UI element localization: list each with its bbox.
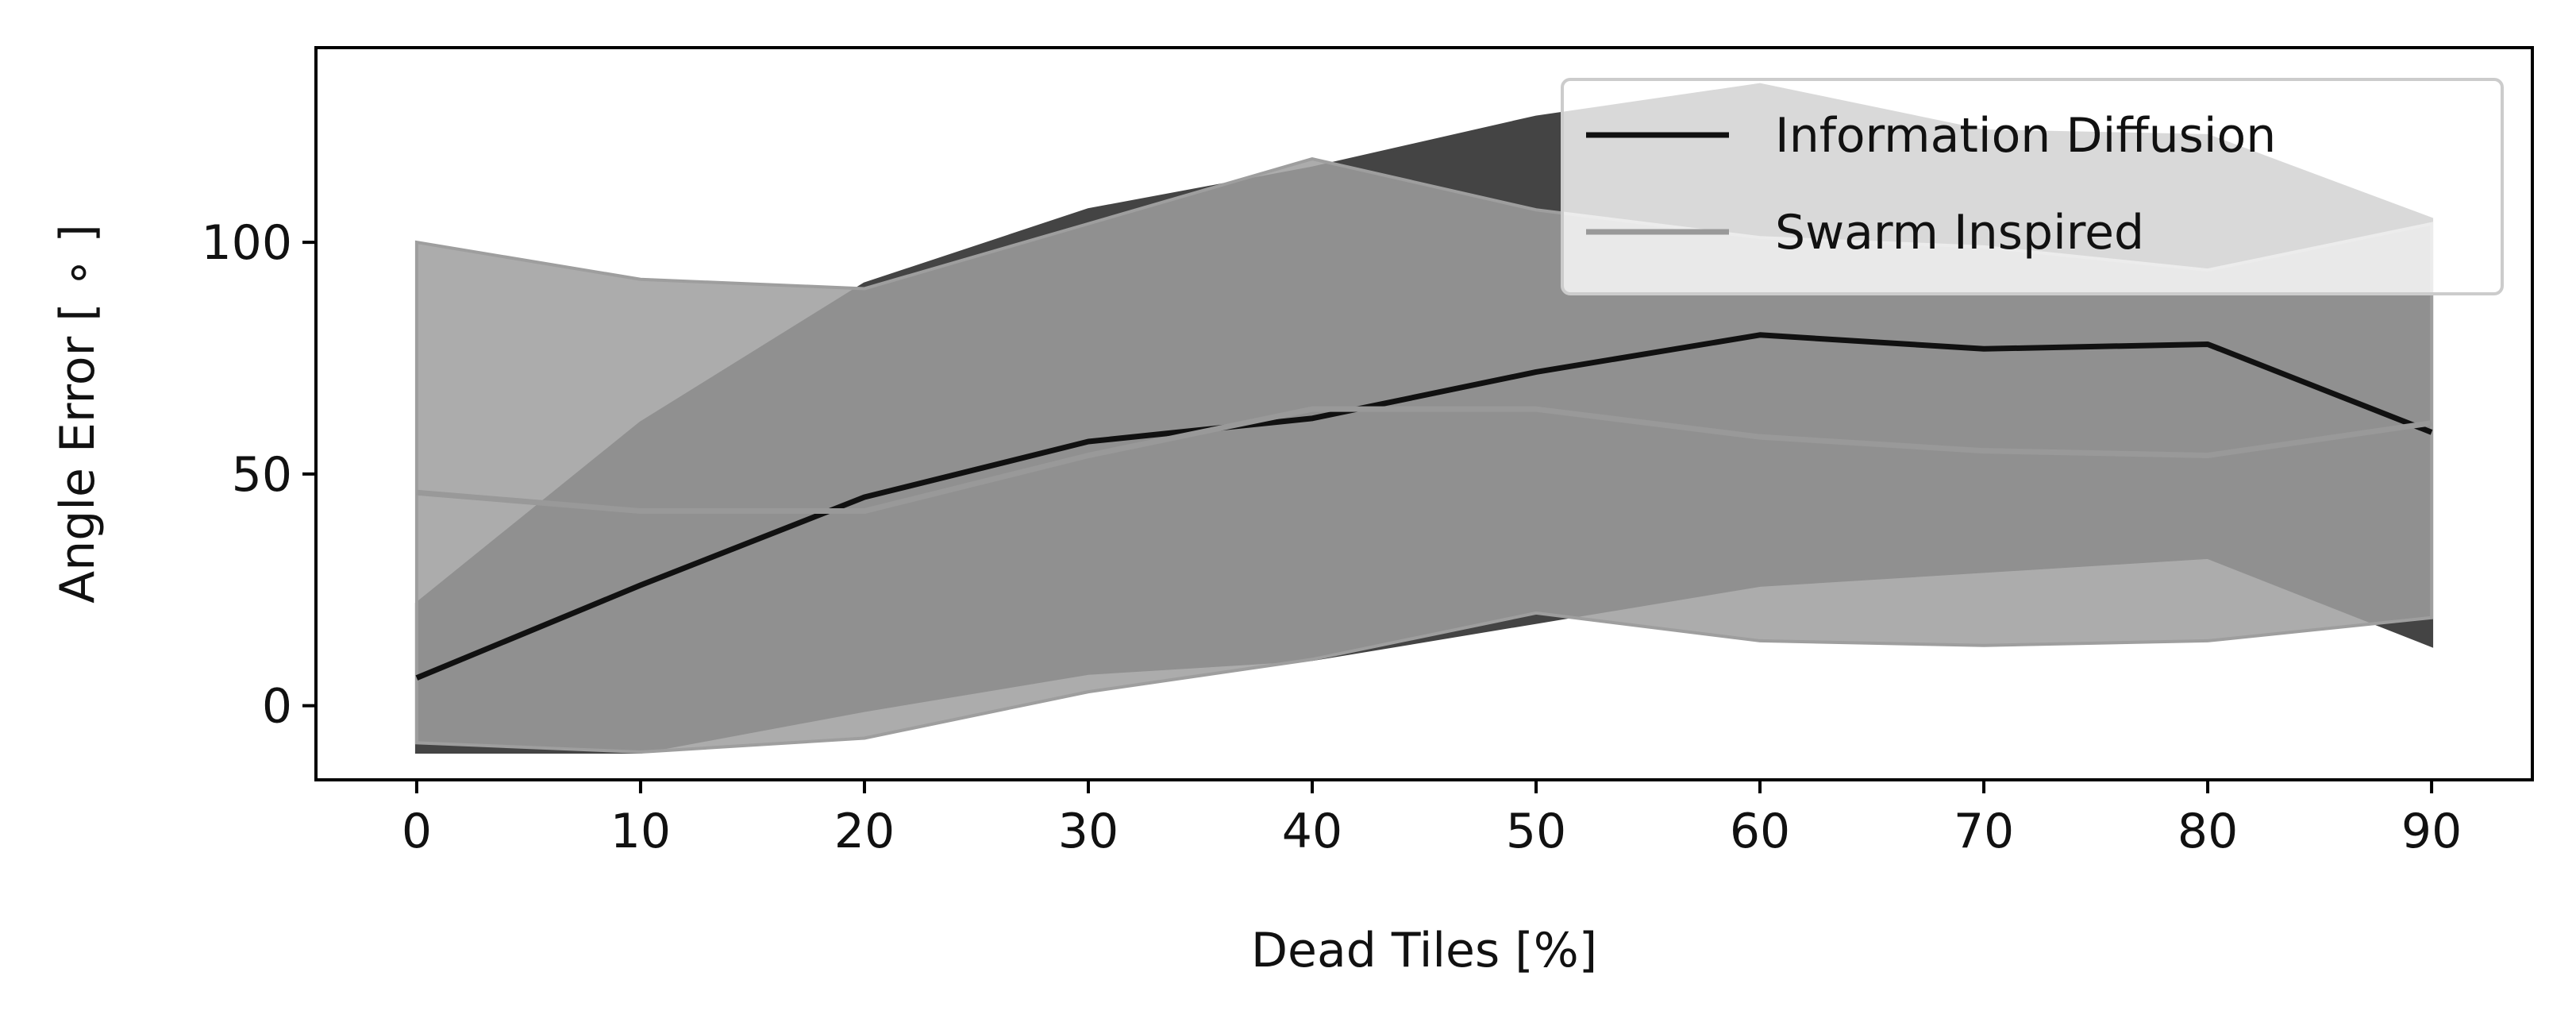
x-tick-label: 80 (2177, 804, 2238, 859)
x-tick-label: 50 (1506, 804, 1566, 859)
y-tick-label: 50 (232, 447, 292, 503)
x-tick-label: 90 (2401, 804, 2462, 859)
axes-frame (314, 46, 2534, 781)
line-swarm-inspired (416, 406, 2432, 515)
y-axis-label: Angle Error [ ∘ ] (50, 224, 106, 604)
legend-label: Information Diffusion (1775, 108, 2276, 164)
x-tick-label: 20 (834, 804, 895, 859)
legend-label: Swarm Inspired (1775, 205, 2144, 260)
y-tick-label: 100 (201, 215, 292, 271)
x-tick-label: 30 (1058, 804, 1119, 859)
x-tick-label: 40 (1282, 804, 1342, 859)
y-tick-label: 0 (262, 679, 292, 735)
x-tick-label: 10 (610, 804, 671, 859)
legend-box (1561, 78, 2504, 295)
x-tick-label: 60 (1730, 804, 1790, 859)
band-swarm-inspired (414, 156, 2434, 754)
line-information-diffusion (415, 332, 2433, 681)
x-tick-label: 0 (402, 804, 432, 859)
axes: 0 10 20 30 40 50 60 70 80 90 0 50 100 (201, 46, 2534, 859)
x-tick-label: 70 (1954, 804, 2014, 859)
x-axis-label: Dead Tiles [%] (1251, 923, 1597, 978)
legend: Information Diffusion Swarm Inspired (1561, 78, 2504, 295)
